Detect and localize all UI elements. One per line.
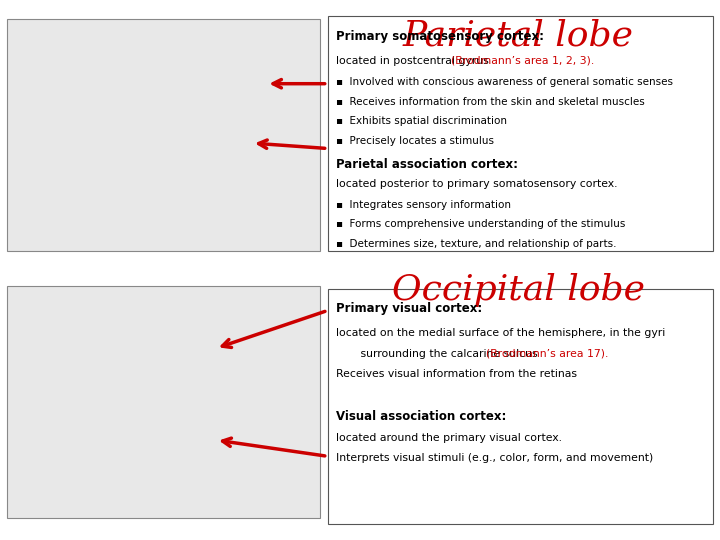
Text: ▪  Exhibits spatial discrimination: ▪ Exhibits spatial discrimination [336,116,507,126]
FancyBboxPatch shape [328,16,713,251]
Text: Primary somatosensory cortex:: Primary somatosensory cortex: [336,30,544,43]
Text: ▪  Forms comprehensive understanding of the stimulus: ▪ Forms comprehensive understanding of t… [336,219,626,230]
Text: ▪  Receives information from the skin and skeletal muscles: ▪ Receives information from the skin and… [336,97,645,107]
Text: Visual association cortex:: Visual association cortex: [336,410,507,423]
Text: ▪  Determines size, texture, and relationship of parts.: ▪ Determines size, texture, and relation… [336,239,617,249]
Text: Parietal association cortex:: Parietal association cortex: [336,158,518,171]
Text: located around the primary visual cortex.: located around the primary visual cortex… [336,433,562,443]
Text: Interprets visual stimuli (e.g., color, form, and movement): Interprets visual stimuli (e.g., color, … [336,453,654,463]
Text: located on the medial surface of the hemisphere, in the gyri: located on the medial surface of the hem… [336,328,665,339]
FancyBboxPatch shape [7,19,320,251]
Text: ▪  Integrates sensory information: ▪ Integrates sensory information [336,200,511,210]
Text: located posterior to primary somatosensory cortex.: located posterior to primary somatosenso… [336,179,618,190]
Text: located in postcentral gyrus: located in postcentral gyrus [336,56,492,66]
Text: ▪  Precisely locates a stimulus: ▪ Precisely locates a stimulus [336,136,494,146]
Text: Receives visual information from the retinas: Receives visual information from the ret… [336,369,577,380]
FancyBboxPatch shape [7,286,320,518]
Text: Parietal lobe: Parietal lobe [403,19,634,53]
Text: surrounding the calcarine sulcus: surrounding the calcarine sulcus [336,349,541,359]
FancyBboxPatch shape [328,289,713,524]
Text: Primary visual cortex:: Primary visual cortex: [336,302,482,315]
Text: (Brodmann’s area 17).: (Brodmann’s area 17). [486,349,608,359]
Text: Occipital lobe: Occipital lobe [392,273,645,307]
Text: ▪  Involved with conscious awareness of general somatic senses: ▪ Involved with conscious awareness of g… [336,77,673,87]
Text: (Brodmann’s area 1, 2, 3).: (Brodmann’s area 1, 2, 3). [451,56,594,66]
